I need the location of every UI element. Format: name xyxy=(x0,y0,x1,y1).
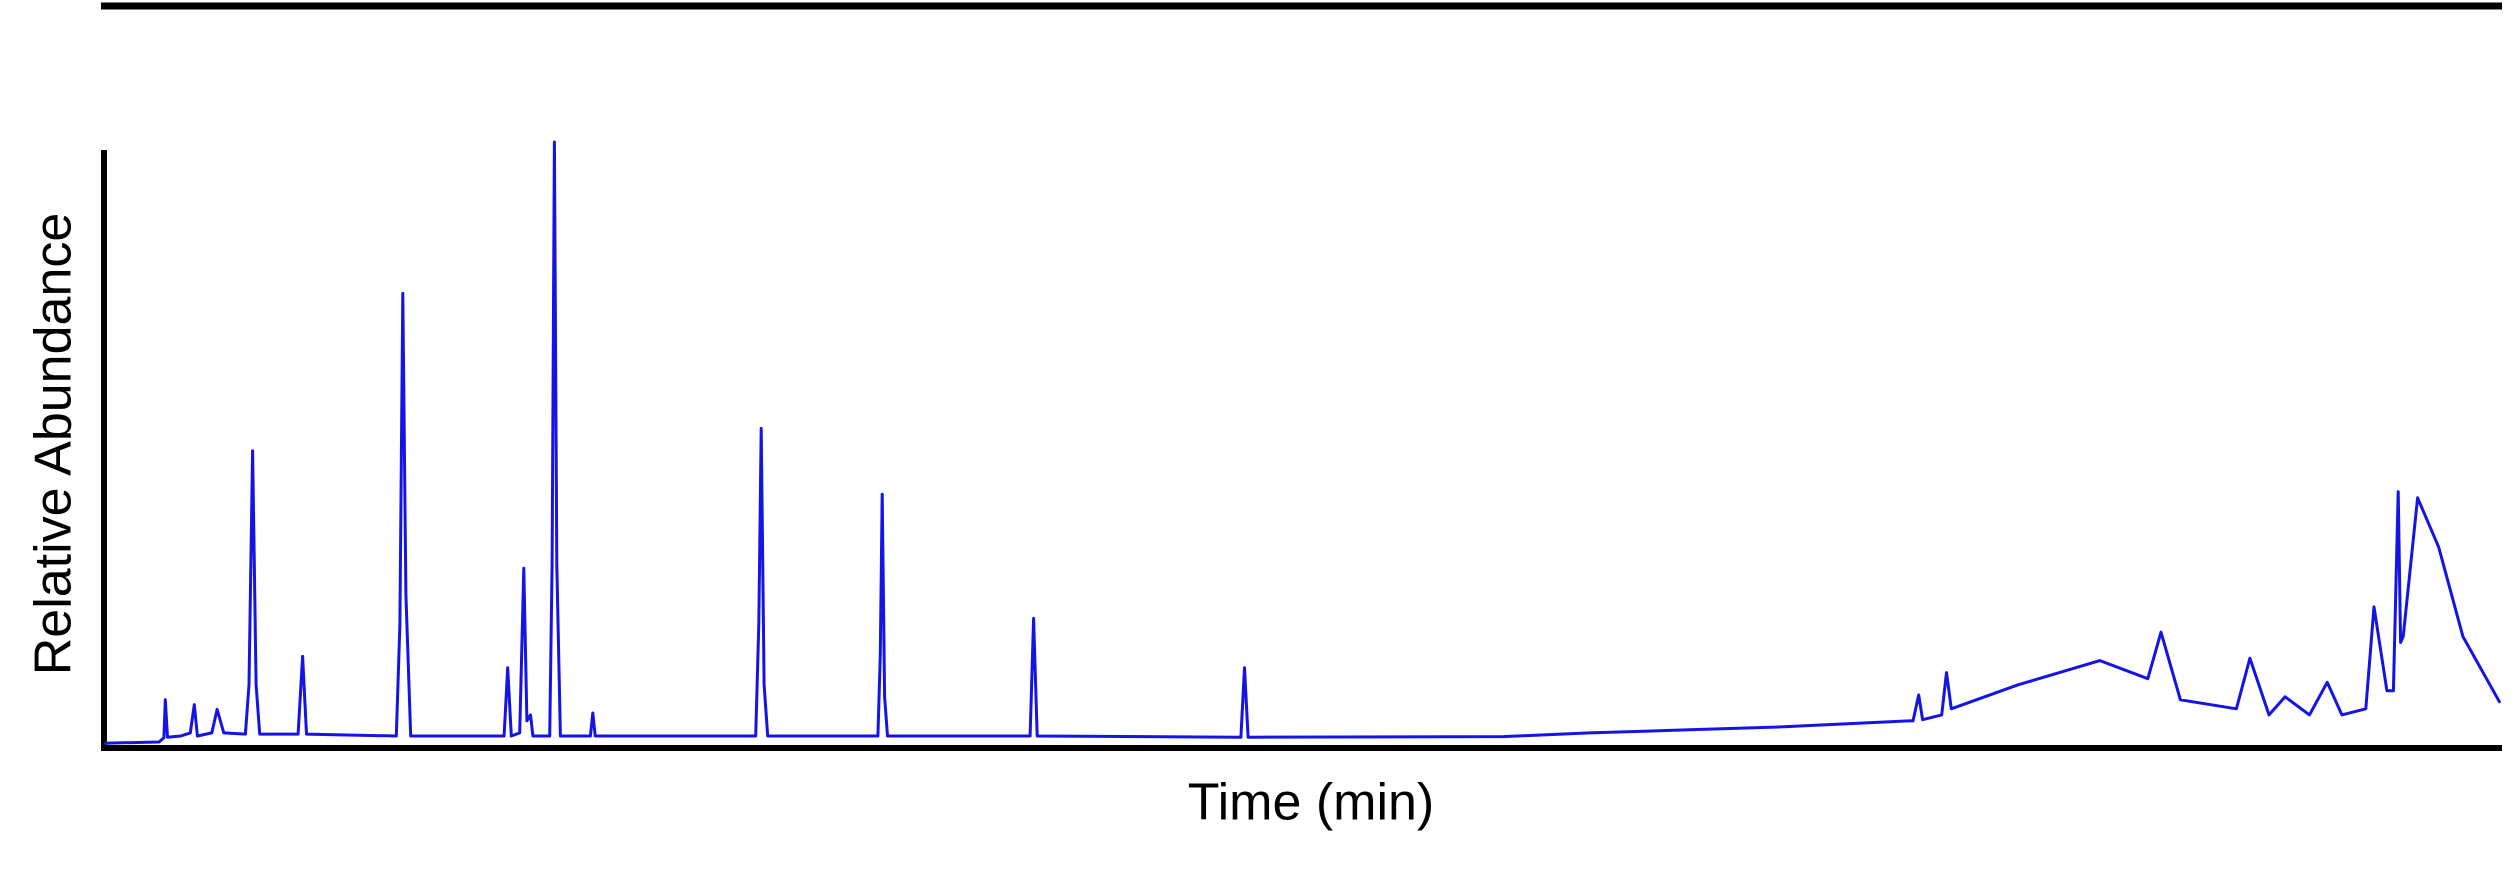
y-axis-label: Relative Abundance xyxy=(25,213,83,676)
chromatogram-trace xyxy=(103,140,2502,745)
x-axis-label: Time (min) xyxy=(1188,774,1435,832)
